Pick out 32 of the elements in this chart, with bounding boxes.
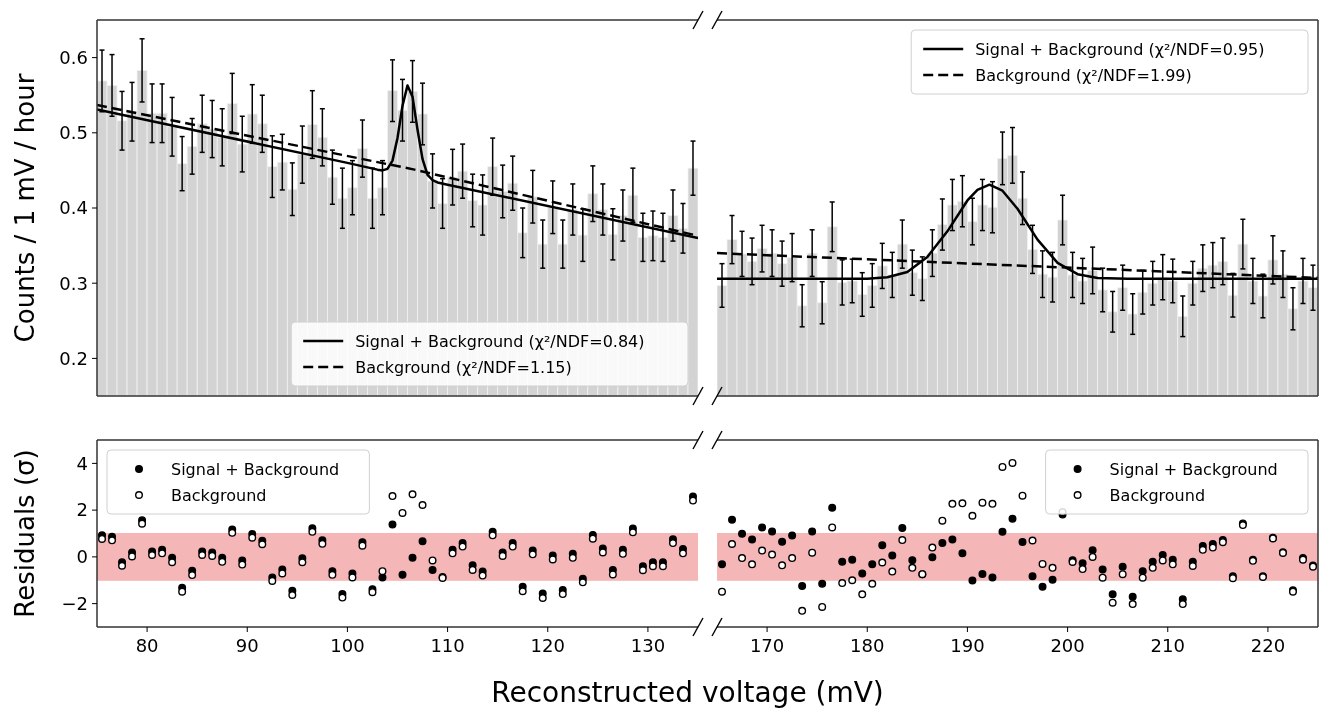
y-tick-label: 0 (76, 546, 88, 568)
x-tick-label: 190 (950, 635, 985, 656)
legend-label: Background (171, 485, 267, 505)
y-tick-label: 0.3 (59, 272, 88, 294)
legend-label: Background (1109, 485, 1206, 505)
x-tick-label: 210 (1150, 635, 1185, 656)
x-tick-label: 120 (530, 635, 565, 656)
y-tick-label: 0.6 (59, 46, 88, 68)
x-tick-label: 170 (749, 635, 785, 656)
x-tick-label: 130 (630, 635, 666, 656)
legend-label: Signal + Background (χ²/NDF=0.84) (355, 331, 645, 351)
legend-label: Signal + Background (1109, 459, 1278, 479)
y-tick-label: 0.4 (59, 197, 88, 219)
y-tick-label: −2 (61, 592, 88, 614)
y-tick-label: 2 (76, 499, 88, 521)
legend-label: Background (χ²/NDF=1.99) (975, 65, 1192, 85)
y-tick-label: 0.5 (59, 122, 88, 144)
y-axis-title: Counts / 1 mV / hour (10, 73, 40, 343)
y-tick-label: 0.2 (59, 347, 88, 369)
x-axis-title: Reconstructed voltage (mV) (491, 676, 884, 709)
legend-label: Background (χ²/NDF=1.15) (355, 357, 572, 377)
legend-label: Signal + Background (171, 459, 340, 479)
y-axis-title: Residuals (σ) (10, 449, 40, 618)
x-tick-label: 200 (1050, 635, 1085, 656)
x-tick-label: 220 (1250, 635, 1286, 656)
x-tick-label: 100 (330, 635, 365, 656)
x-tick-label: 90 (235, 635, 259, 656)
legend-label: Signal + Background (χ²/NDF=0.95) (975, 39, 1265, 59)
x-tick-label: 110 (430, 635, 465, 656)
y-tick-label: 4 (76, 452, 88, 474)
x-tick-label: 80 (135, 635, 159, 656)
x-tick-label: 180 (850, 635, 885, 656)
